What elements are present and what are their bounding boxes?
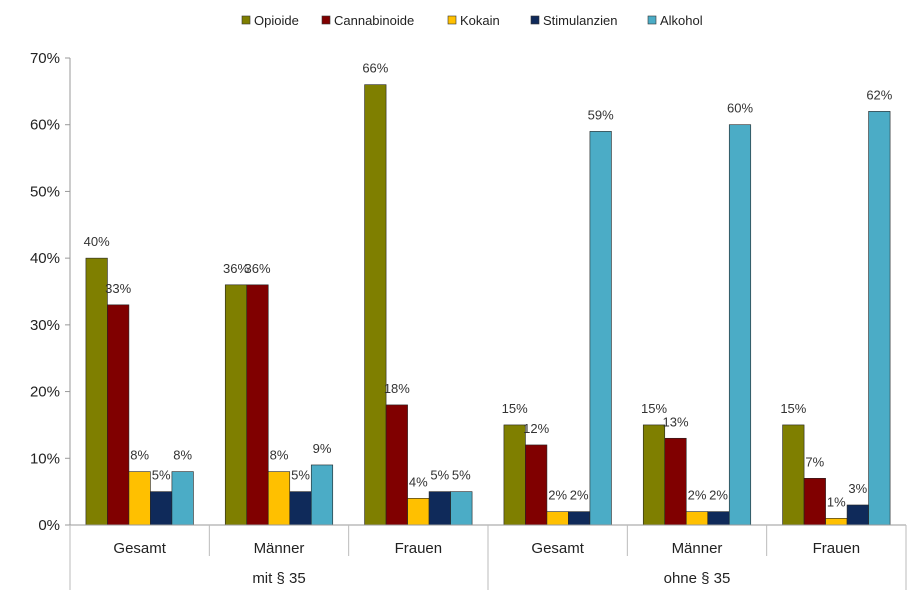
legend-label-3: Stimulanzien (543, 13, 617, 28)
x-axis: Gesamt Männer Frauen Gesamt Männer Frauen mit … (69, 524, 907, 590)
bar-alkohol-3 (589, 131, 612, 526)
data-label-stimulanzien-0: 5% (152, 468, 171, 483)
group-label-0: mit § 35 (252, 570, 305, 587)
group-label-1: ohne § 35 (664, 570, 731, 587)
data-label-stimulanzien-2: 5% (430, 468, 449, 483)
data-label-cannabinoide-0: 33% (105, 281, 131, 296)
data-label-kokain-1: 8% (270, 448, 289, 463)
bar-opioide-5 (782, 424, 805, 526)
bar-alkohol-2 (450, 491, 473, 526)
category-label-1: Männer (254, 540, 305, 557)
data-label-stimulanzien-5: 3% (848, 481, 867, 496)
data-label-cannabinoide-3: 12% (523, 421, 549, 436)
data-label-stimulanzien-1: 5% (291, 468, 310, 483)
bar-opioide-2 (364, 84, 387, 526)
data-label-kokain-4: 2% (688, 488, 707, 503)
bar-alkohol-4 (728, 124, 752, 526)
bar-cannabinoide-1 (246, 284, 269, 526)
bar-cannabinoide-0 (107, 304, 130, 526)
category-label-3: Gesamt (531, 540, 584, 557)
bars (85, 84, 891, 526)
data-label-alkohol-4: 60% (727, 101, 753, 116)
data-label-alkohol-1: 9% (313, 441, 332, 456)
legend-label-2: Kokain (460, 13, 500, 28)
y-tick-label-3: 30% (30, 317, 60, 334)
y-tick-label-1: 10% (30, 450, 60, 467)
bar-kokain-5 (825, 518, 848, 526)
data-label-cannabinoide-2: 18% (384, 381, 410, 396)
data-label-opioide-4: 15% (641, 401, 667, 416)
data-label-kokain-5: 1% (827, 494, 846, 509)
data-labels: 40%33%8%5%8%36%36%8%5%9%66%18%4% 5% 5%15%1… (84, 61, 893, 510)
bar-stimulanzien-1 (289, 491, 312, 526)
bar-cannabinoide-5 (803, 477, 826, 526)
data-label-alkohol-2: 5% (452, 468, 471, 483)
bar-stimulanzien-4 (707, 511, 730, 526)
data-label-stimulanzien-3: 2% (570, 488, 589, 503)
bar-cannabinoide-4 (664, 437, 687, 526)
y-axis: 0% 10% 20% 30% 40% 50% 60% 70% (30, 50, 71, 534)
legend-label-4: Alkohol (660, 13, 703, 28)
bar-kokain-2 (407, 498, 430, 526)
bar-kokain-0 (128, 471, 151, 526)
bar-stimulanzien-0 (150, 491, 173, 526)
y-tick-label-5: 50% (30, 183, 60, 200)
y-tick-label-0: 0% (38, 517, 60, 534)
bar-opioide-3 (503, 424, 526, 526)
data-label-opioide-5: 15% (780, 401, 806, 416)
legend-label-1: Cannabinoide (334, 13, 414, 28)
category-label-4: Männer (672, 540, 723, 557)
bar-opioide-1 (224, 284, 248, 526)
category-label-0: Gesamt (113, 540, 166, 557)
data-label-kokain-0: 8% (130, 448, 149, 463)
category-label-5: Frauen (813, 540, 861, 557)
data-label-cannabinoide-1: 36% (244, 261, 270, 276)
legend-swatch-3 (530, 15, 540, 25)
bar-cannabinoide-2 (385, 404, 408, 526)
legend-swatch-0 (241, 15, 251, 25)
legend: Opioide Cannabinoide Kokain Stimulanzien Alk… (241, 13, 703, 28)
data-label-stimulanzien-4: 2% (709, 488, 728, 503)
data-label-kokain-2: 4% (409, 474, 428, 489)
bar-kokain-3 (546, 511, 569, 526)
legend-swatch-2 (447, 15, 457, 25)
category-label-2: Frauen (395, 540, 443, 557)
bar-alkohol-1 (310, 464, 334, 526)
data-label-cannabinoide-4: 13% (662, 414, 688, 429)
bar-kokain-4 (685, 511, 709, 526)
data-label-kokain-3: 2% (548, 488, 567, 503)
bar-kokain-1 (267, 471, 291, 526)
data-label-opioide-3: 15% (502, 401, 528, 416)
bar-stimulanzien-5 (846, 504, 869, 526)
y-tick-label-4: 40% (30, 250, 60, 267)
data-label-opioide-0: 40% (84, 234, 110, 249)
data-label-alkohol-0: 8% (173, 448, 192, 463)
data-label-cannabinoide-5: 7% (805, 454, 824, 469)
y-tick-label-7: 70% (30, 50, 60, 67)
legend-swatch-1 (321, 15, 331, 25)
bar-opioide-0 (85, 257, 108, 526)
data-label-alkohol-5: 62% (866, 87, 892, 102)
bar-stimulanzien-3 (568, 511, 591, 526)
bar-stimulanzien-2 (428, 491, 451, 526)
bar-opioide-4 (642, 424, 666, 526)
legend-swatch-4 (647, 15, 657, 25)
legend-label-0: Opioide (254, 13, 299, 28)
bar-alkohol-0 (171, 471, 194, 526)
bar-cannabinoide-3 (525, 444, 548, 526)
data-label-opioide-1: 36% (223, 261, 249, 276)
data-label-alkohol-3: 59% (588, 107, 614, 122)
bar-alkohol-5 (868, 111, 891, 526)
y-tick-label-6: 60% (30, 117, 60, 134)
data-label-opioide-2: 66% (362, 61, 388, 76)
y-tick-label-2: 20% (30, 384, 60, 401)
